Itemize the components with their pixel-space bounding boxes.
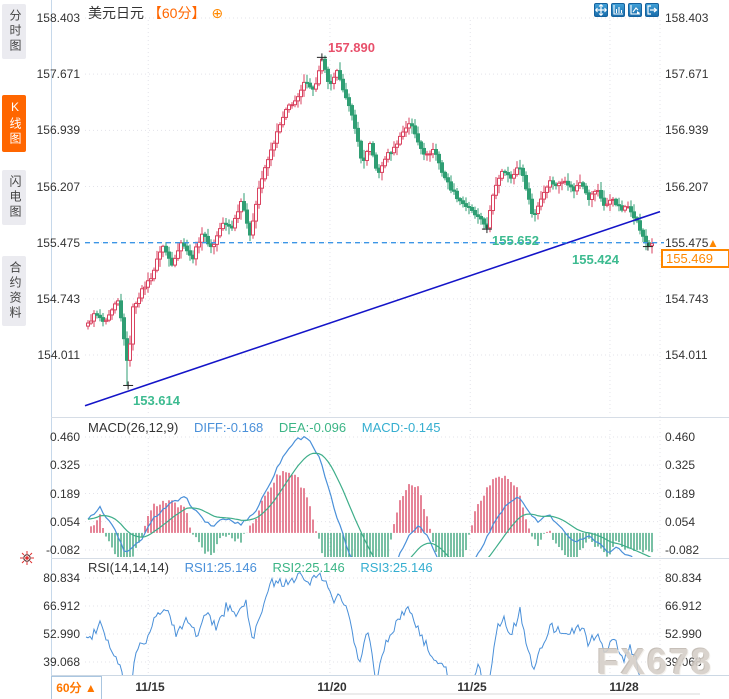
- sidebar-tab-lightning-chart[interactable]: 闪电图: [2, 170, 26, 225]
- price-axis-label-right: 155.475: [665, 235, 709, 250]
- macd-dea-value: DEA:-0.096: [278, 420, 347, 435]
- peak-price-annotation: 157.890: [328, 40, 375, 55]
- macd-title: MACD(26,12,9): [88, 420, 179, 435]
- macd-axis-label-left: 0.460: [49, 430, 80, 444]
- macd-axis-label-right: 0.189: [665, 486, 696, 501]
- macd-axis-label-left: 0.325: [49, 458, 80, 473]
- add-indicator-icon[interactable]: ⊕: [211, 5, 224, 21]
- current-price-box: 155.469: [661, 249, 729, 268]
- price-axis-label-left: 156.207: [36, 179, 80, 194]
- rsi-axis-label-right: 66.912: [665, 599, 702, 613]
- timebar-separator: [51, 675, 729, 676]
- sidebar-tab-contract-info[interactable]: 合约资料: [2, 256, 26, 326]
- rsi-axis-label-right: 39.068: [665, 655, 702, 669]
- rsi-separator: [51, 558, 729, 559]
- price-axis-label-left: 157.671: [36, 67, 80, 82]
- pullback-low-annotation: 155.652: [492, 233, 539, 248]
- price-axis-label-right: 154.011: [665, 348, 708, 362]
- period-label: 【60分】: [147, 5, 206, 21]
- rsi-axis-label-left: 39.068: [43, 655, 80, 669]
- chart-header: 美元日元 【60分】 ⊕: [88, 3, 223, 23]
- swing-low-annotation: 153.614: [133, 393, 180, 408]
- rsi-title: RSI(14,14,14): [88, 560, 169, 575]
- macd-separator: [51, 417, 729, 418]
- price-up-arrow: ▲: [707, 236, 719, 250]
- macd-axis-label-right: 0.325: [665, 458, 696, 473]
- exit-chart-icon[interactable]: [645, 3, 659, 17]
- price-axis-label-right: 157.671: [665, 67, 709, 82]
- date-axis-label: 11/25: [457, 680, 487, 694]
- price-axis-label-left: 154.743: [36, 291, 80, 306]
- rsi-axis-label-right: 52.990: [665, 627, 702, 641]
- macd-axis-label-right: 0.054: [665, 514, 696, 529]
- macd-axis-label-left: 0.054: [49, 514, 80, 529]
- price-axis-label-right: 156.939: [665, 123, 709, 138]
- rsi-axis-label-left: 66.912: [43, 599, 80, 613]
- macd-axis-label-left: -0.082: [45, 543, 80, 557]
- date-axis-label: 11/20: [317, 680, 347, 694]
- symbol-title: 美元日元: [88, 5, 144, 21]
- timeframe-label: 60分: [56, 681, 82, 695]
- macd-axis-label-right: -0.082: [665, 543, 700, 557]
- rsi1-value: RSI1:25.146: [184, 560, 257, 575]
- price-axis-label-right: 154.743: [665, 291, 709, 306]
- price-axis-label-right: 158.403: [665, 11, 709, 25]
- pointer-chart-icon[interactable]: [628, 3, 642, 17]
- price-axis-label-right: 156.207: [665, 179, 709, 194]
- date-axis-label: 11/28: [609, 680, 639, 694]
- rsi-header: RSI(14,14,14) RSI1:25.146 RSI2:25.146 RS…: [88, 560, 433, 575]
- alert-sun-icon[interactable]: [19, 550, 35, 566]
- price-axis-label-left: 154.011: [37, 348, 81, 362]
- latest-low-annotation: 155.424: [572, 252, 619, 267]
- price-axis-label-left: 158.403: [36, 11, 80, 25]
- macd-macd-value: MACD:-0.145: [361, 420, 441, 435]
- sidebar-tab-candle-chart[interactable]: K线图: [2, 95, 26, 152]
- price-axis-label-left: 155.475: [36, 235, 80, 250]
- macd-axis-label-right: 0.460: [665, 430, 696, 444]
- rsi2-value: RSI2:25.146: [272, 560, 345, 575]
- fx678-watermark: FX678: [597, 641, 714, 682]
- rsi-axis-label-right: 80.834: [665, 571, 702, 585]
- timeframe-selector[interactable]: 60分 ▲: [51, 676, 102, 699]
- macd-diff-value: DIFF:-0.168: [193, 420, 264, 435]
- axis-scale-icon[interactable]: [611, 3, 625, 17]
- price-axis-label-left: 156.939: [36, 123, 80, 138]
- sidebar-tab-time-chart[interactable]: 分时图: [2, 4, 26, 59]
- date-axis-label: 11/15: [135, 680, 165, 694]
- macd-axis-label-left: 0.189: [49, 486, 80, 501]
- rsi-axis-label-left: 52.990: [43, 627, 80, 641]
- timeframe-arrow: ▲: [84, 681, 97, 695]
- rsi3-value: RSI3:25.146: [360, 560, 433, 575]
- chart-left-border: [51, 0, 52, 699]
- rsi-axis-label-left: 80.834: [43, 571, 80, 585]
- macd-header: MACD(26,12,9) DIFF:-0.168 DEA:-0.096 MAC…: [88, 420, 441, 435]
- pan-icon[interactable]: [594, 3, 608, 17]
